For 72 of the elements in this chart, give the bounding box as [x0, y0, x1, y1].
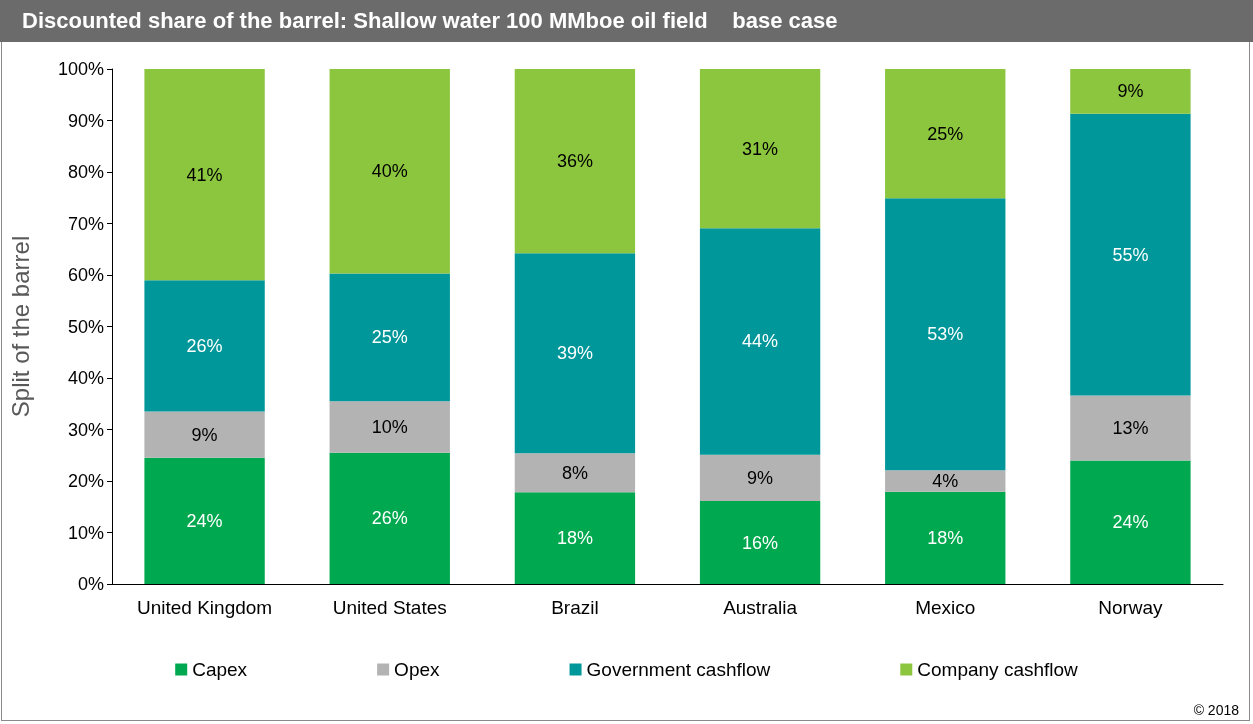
bar — [699, 454, 821, 502]
y-tick-label: 50% — [67, 316, 104, 337]
bar — [885, 470, 1006, 492]
bar — [885, 69, 1006, 199]
y-tick-label: 40% — [67, 368, 104, 388]
bar — [699, 501, 821, 584]
x-tick-label: Australia — [723, 597, 798, 618]
y-tick-label: 80% — [67, 162, 104, 182]
bar — [514, 492, 636, 584]
x-tick-label: United Kingdom — [136, 597, 273, 618]
bar — [699, 69, 821, 229]
bar — [144, 457, 265, 584]
data-label: 55% — [1112, 244, 1149, 265]
data-label: 31% — [742, 138, 779, 159]
legend-label: Capex — [192, 659, 248, 680]
chart-title: Discounted share of the barrel: Shallow water 100 MMboe oil field base case — [0, 0, 1253, 42]
x-tick-label: Norway — [1098, 597, 1164, 618]
data-label: 41% — [186, 164, 223, 185]
data-label: 9% — [747, 467, 774, 488]
data-label: 40% — [371, 161, 408, 182]
bar — [1070, 395, 1191, 461]
data-label: 4% — [932, 471, 959, 491]
x-tick-label: Brazil — [551, 597, 599, 618]
data-label: 44% — [742, 331, 779, 352]
data-label: 8% — [561, 462, 588, 483]
data-label: 26% — [371, 508, 408, 529]
data-label: 24% — [1112, 512, 1149, 533]
data-label: 18% — [927, 527, 964, 548]
bar — [329, 273, 450, 402]
data-label: 36% — [556, 151, 593, 172]
y-axis-title: Split of the barrel — [6, 235, 34, 418]
bar — [699, 228, 821, 455]
legend-label: Company cashflow — [917, 659, 1079, 680]
text: © 2018 — [1193, 702, 1239, 718]
bar — [885, 491, 1006, 584]
data-label: 10% — [371, 416, 408, 437]
data-label: 39% — [556, 343, 593, 364]
bar — [329, 452, 450, 584]
bar — [1070, 69, 1191, 114]
data-label: 9% — [191, 424, 218, 445]
legend-label: Government cashflow — [586, 659, 771, 680]
data-label: 53% — [927, 324, 964, 345]
data-label: 18% — [556, 528, 593, 549]
y-tick-label: 0% — [77, 574, 104, 594]
bar — [144, 411, 265, 458]
bar — [329, 401, 450, 453]
data-label: 9% — [1117, 81, 1144, 102]
bar — [514, 253, 636, 454]
bar — [514, 453, 636, 493]
legend-label: Opex — [394, 659, 441, 680]
bar — [885, 198, 1006, 471]
bar — [1070, 460, 1191, 584]
bar — [329, 69, 450, 274]
data-label: 26% — [186, 335, 223, 356]
data-label: 25% — [371, 327, 408, 348]
y-tick-label: 30% — [67, 419, 104, 440]
y-tick-label: 70% — [67, 213, 104, 234]
x-tick-label: United States — [332, 597, 447, 618]
y-tick-label: 20% — [67, 471, 104, 491]
y-tick-label: 10% — [67, 522, 104, 543]
bar — [144, 280, 265, 412]
bar — [1070, 113, 1191, 396]
bar — [514, 69, 636, 254]
data-label: 24% — [186, 510, 223, 531]
data-label: 16% — [742, 532, 779, 553]
y-tick-label: 90% — [67, 110, 104, 131]
data-label: 13% — [1112, 417, 1149, 438]
x-tick-label: Mexico — [915, 597, 976, 618]
bar — [144, 69, 265, 281]
y-tick-label: 100% — [57, 59, 104, 79]
y-tick-label: 60% — [67, 265, 104, 285]
data-label: 25% — [927, 123, 964, 144]
